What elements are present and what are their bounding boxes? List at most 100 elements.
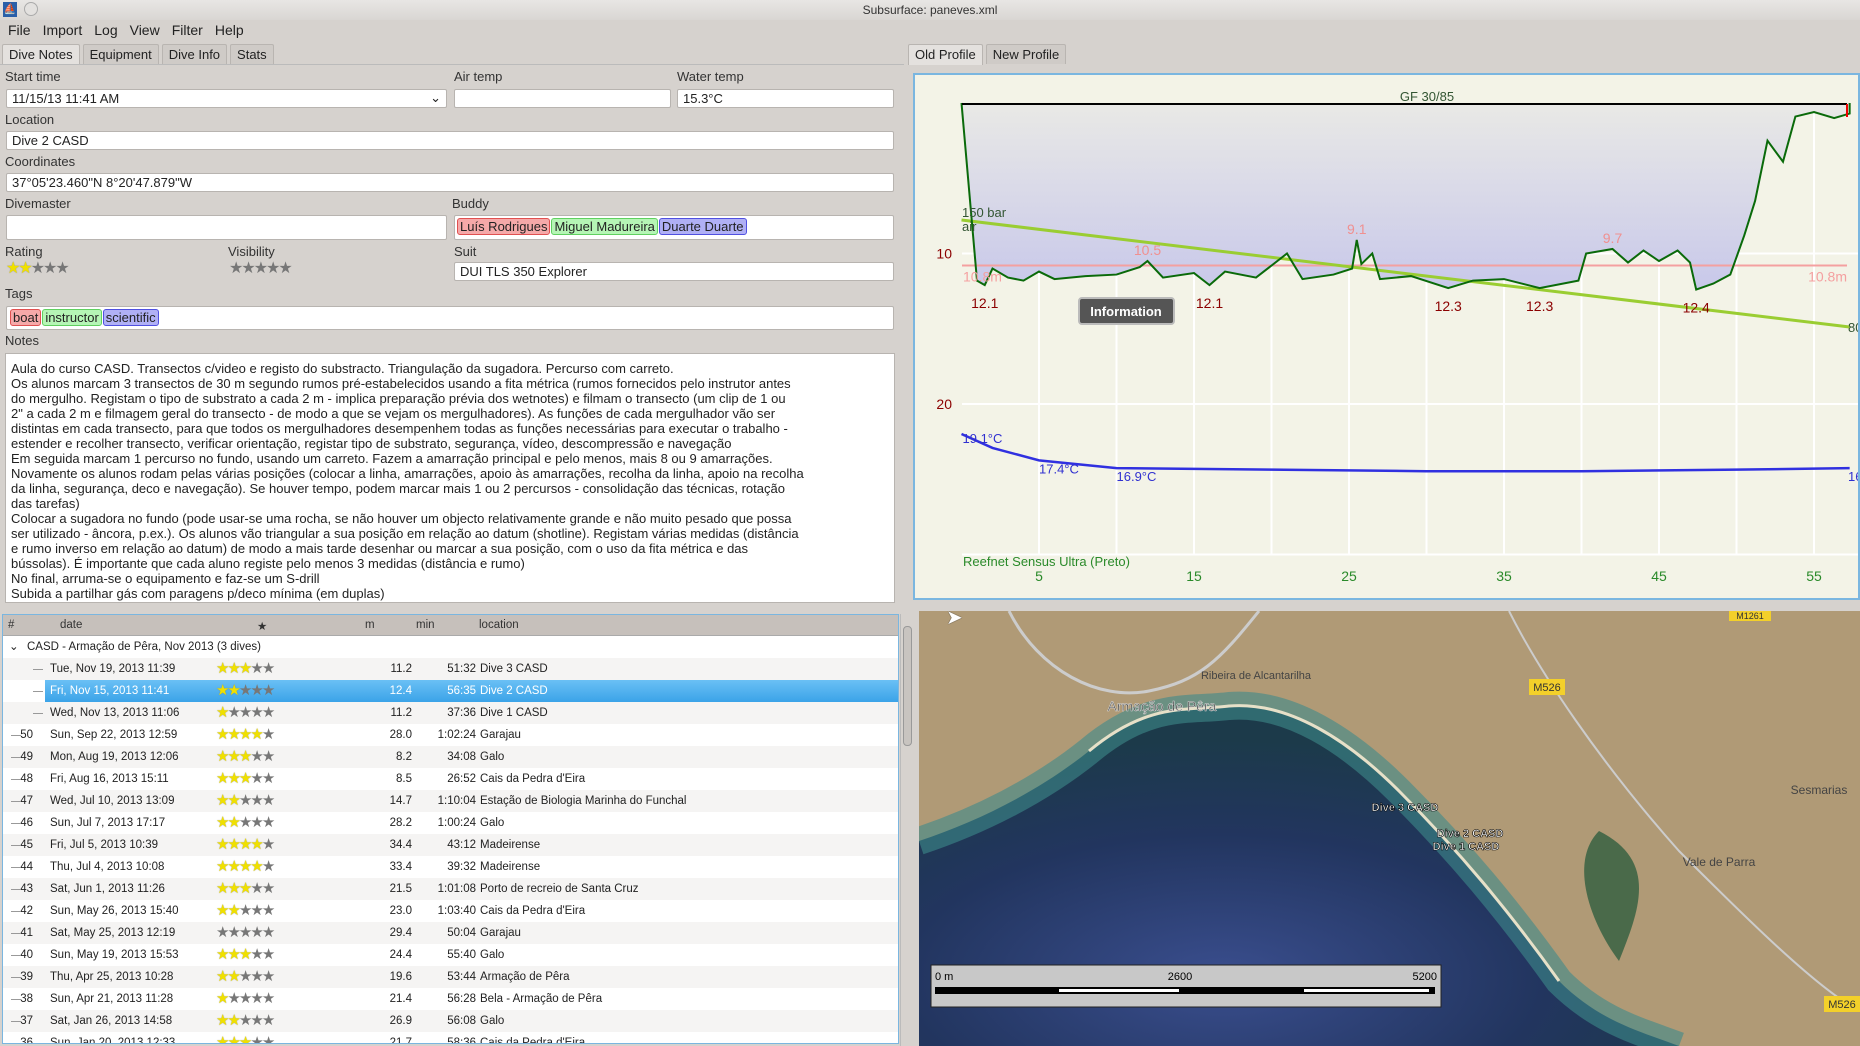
star-icon[interactable]: ★ [266, 260, 280, 277]
dive-row[interactable]: 47 Wed, Jul 10, 2013 13:09 14.7 1:10:04 Esta… [3, 790, 898, 812]
dive-row[interactable]: Tue, Nov 19, 2013 11:39 11.2 51:32 Dive 3 C… [3, 658, 898, 680]
dive-row[interactable]: Wed, Nov 13, 2013 11:06 11.2 37:36 Dive 1 C… [3, 702, 898, 724]
dive-row[interactable]: 45 Fri, Jul 5, 2013 10:39 34.4 43:12 Madeire… [3, 834, 898, 856]
dive-marker-label[interactable]: Dive 3 CASD [1371, 802, 1439, 815]
dive-row[interactable]: 50 Sun, Sep 22, 2013 12:59 28.0 1:02:24 Gara… [3, 724, 898, 746]
dive-duration: 55:40 [447, 949, 476, 961]
column-location[interactable]: location [479, 619, 519, 631]
coordinates-field[interactable]: 37°05'23.460"N 8°20'47.879"W [6, 173, 894, 192]
time-tick-label: 5 [1035, 568, 1043, 584]
dive-row[interactable]: 44 Thu, Jul 4, 2013 10:08 33.4 39:32 Madeire… [3, 856, 898, 878]
dive-row[interactable]: 48 Fri, Aug 16, 2013 15:11 8.5 26:52 Cais da… [3, 768, 898, 790]
star-icon[interactable]: ★ [241, 260, 255, 277]
buddy-field[interactable]: Luís Rodrigues Miguel Madureira Duarte Dua… [454, 215, 894, 240]
tab-dive-notes[interactable]: Dive Notes [2, 44, 80, 65]
collapse-arrow-icon[interactable]: ⌄ [9, 641, 19, 653]
menu-import[interactable]: Import [42, 22, 83, 38]
star-icon[interactable]: ★ [43, 260, 57, 277]
star-icon: ★ [216, 792, 230, 809]
dive-marker-label[interactable]: Dive 2 CASD [1436, 828, 1504, 841]
star-icon: ★ [250, 748, 264, 765]
dive-row[interactable]: 40 Sun, May 19, 2013 15:53 24.4 55:40 Galo ★★… [3, 944, 898, 966]
scrollbar-thumb[interactable] [903, 626, 912, 746]
column-duration[interactable]: min [416, 619, 435, 631]
tags-field[interactable]: boat instructor scientific [6, 306, 894, 330]
trip-title: CASD - Armação de Pêra, Nov 2013 (3 dive… [27, 641, 261, 653]
dive-duration: 37:36 [447, 707, 476, 719]
menu-filter[interactable]: Filter [171, 22, 203, 38]
tree-branch [33, 669, 43, 670]
star-icon[interactable]: ★ [229, 260, 243, 277]
menu-help[interactable]: Help [214, 22, 244, 38]
dive-date: Mon, Aug 19, 2013 12:06 [50, 751, 179, 763]
star-icon[interactable]: ★ [30, 260, 45, 277]
tab-stats[interactable]: Stats [230, 44, 274, 64]
column-depth[interactable]: m [365, 619, 375, 631]
information-button[interactable]: Information [1078, 297, 1175, 325]
depth-line [960, 102, 1851, 291]
scale-label: 0 m [935, 971, 953, 983]
dive-row[interactable]: Fri, Nov 15, 2013 11:41 12.4 56:35 Dive 2 C… [33, 680, 898, 702]
air-temp-field[interactable] [454, 89, 671, 108]
menu-view[interactable]: View [129, 22, 160, 38]
time-tick-label: 45 [1651, 568, 1667, 584]
dive-list-scrollbar[interactable] [900, 614, 913, 1046]
dive-number: 43 [20, 883, 33, 895]
start-time-field[interactable]: 11/15/13 11:41 AM ⌄ [6, 89, 447, 108]
column-number[interactable]: # [8, 619, 15, 631]
dive-row[interactable]: 37 Sat, Jan 26, 2013 14:58 26.9 56:08 Galo ★★… [3, 1010, 898, 1032]
dive-row[interactable]: 49 Mon, Aug 19, 2013 12:06 8.2 34:08 Galo ★★★… [3, 746, 898, 768]
notes-textarea[interactable]: Aula do curso CASD. Transectos c/video e… [5, 353, 895, 603]
dive-profile[interactable]: GF 30/85 Reefnet Sensus Ultra (Preto) 10… [913, 73, 1860, 600]
location-field[interactable]: Dive 2 CASD [6, 131, 894, 150]
dive-marker-label[interactable]: Dive 1 CASD [1432, 841, 1500, 854]
divemaster-field[interactable] [6, 215, 447, 240]
star-icon[interactable]: ★ [278, 260, 292, 277]
depth-area [961, 103, 1850, 290]
dive-row[interactable]: 46 Sun, Jul 7, 2013 17:17 28.2 1:00:24 Galo ★… [3, 812, 898, 834]
dive-row[interactable]: 36 Sun, Jan 20, 2013 12:33 21.7 58:36 Cais d… [3, 1032, 898, 1044]
star-icon: ★ [261, 726, 276, 743]
dive-depth: 33.4 [389, 861, 412, 873]
dive-map[interactable]: Armação de Pêra Ribeira de Alcantarilha … [919, 611, 1860, 1046]
tab-dive-info[interactable]: Dive Info [161, 44, 228, 64]
tab-new-profile[interactable]: New Profile [985, 44, 1067, 64]
star-icon[interactable]: ★ [18, 260, 32, 277]
window-menu-button[interactable] [24, 2, 38, 16]
dive-row[interactable]: 42 Sun, May 26, 2013 15:40 23.0 1:03:40 Cais… [3, 900, 898, 922]
rating-stars[interactable]: ★★★★★ [6, 260, 70, 277]
tab-old-profile[interactable]: Old Profile [908, 44, 983, 65]
dive-depth: 21.7 [389, 1037, 412, 1044]
suit-field[interactable]: DUI TLS 350 Explorer [454, 262, 894, 281]
dive-row[interactable]: 39 Thu, Apr 25, 2013 10:28 19.6 53:44 Armaçã… [3, 966, 898, 988]
dive-location: Garajau [480, 927, 521, 939]
star-icon: ★ [227, 990, 241, 1007]
menu-file[interactable]: File [8, 22, 31, 38]
star-icon: ★ [238, 902, 253, 919]
buddy-chip: Luís Rodrigues [457, 218, 551, 235]
star-icon: ★ [238, 770, 253, 787]
menu-log[interactable]: Log [94, 22, 118, 38]
column-rating[interactable]: ★ [257, 621, 268, 633]
info-tabs: Dive Notes Equipment Dive Info Stats [2, 44, 274, 65]
dive-row[interactable]: 38 Sun, Apr 21, 2013 11:28 21.4 56:28 Bela -… [3, 988, 898, 1010]
dive-rating: ★★★★★ [216, 878, 275, 900]
trip-row[interactable]: ⌄ CASD - Armação de Pêra, Nov 2013 (3 di… [3, 636, 898, 658]
chevron-down-icon[interactable]: ⌄ [430, 90, 441, 105]
dive-row[interactable]: 41 Sat, May 25, 2013 12:19 29.4 50:04 Garaja… [3, 922, 898, 944]
max-depth-label: 12.1 [1196, 295, 1223, 311]
column-date[interactable]: date [60, 619, 83, 631]
tab-equipment[interactable]: Equipment [82, 44, 159, 64]
star-icon[interactable]: ★ [55, 260, 69, 277]
star-icon[interactable]: ★ [253, 260, 268, 277]
water-temp-field[interactable]: 15.3°C [677, 89, 894, 108]
scale-bar: 0 m 2600 5200 [930, 964, 1442, 1008]
visibility-stars[interactable]: ★★★★★ [229, 260, 293, 277]
pressure-start-label: 150 bar [962, 205, 1007, 220]
star-icon[interactable]: ★ [6, 260, 20, 277]
dive-row[interactable]: 43 Sat, Jun 1, 2013 11:26 21.5 1:01:08 Porto… [3, 878, 898, 900]
dive-number: 40 [20, 949, 33, 961]
star-icon: ★ [250, 660, 264, 677]
dive-number: 48 [20, 773, 33, 785]
dive-rating: ★★★★★ [216, 856, 275, 878]
